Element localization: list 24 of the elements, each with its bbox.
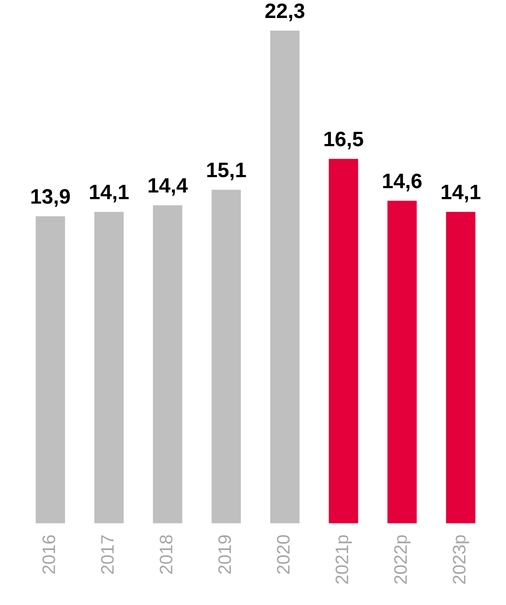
bar — [270, 30, 300, 524]
x-tick-label: 2018 — [160, 535, 172, 574]
x-tick-label: 2021p — [336, 535, 352, 584]
data-label: 15,1 — [207, 162, 246, 180]
bar — [94, 212, 124, 524]
bar — [152, 205, 182, 524]
data-label: 14,1 — [442, 184, 480, 202]
x-tick-label: 2017 — [101, 535, 114, 574]
x-tick-label: 2020 — [276, 535, 290, 574]
x-tick-label: 2022p — [394, 535, 410, 584]
x-tick-label: 2016 — [42, 535, 56, 574]
x-tick-label: 2019 — [218, 535, 232, 574]
data-label: 14,1 — [90, 184, 129, 202]
x-tick-label: 2023p — [452, 535, 470, 584]
bar — [387, 200, 417, 524]
data-label: 13,9 — [31, 189, 70, 207]
bar — [212, 190, 241, 524]
data-label: 16,5 — [324, 132, 364, 150]
bar — [36, 216, 66, 524]
bar — [446, 212, 476, 524]
bar — [328, 158, 358, 524]
data-label: 14,6 — [383, 174, 422, 192]
data-label: 14,4 — [148, 178, 188, 196]
data-label: 22,3 — [265, 3, 304, 22]
